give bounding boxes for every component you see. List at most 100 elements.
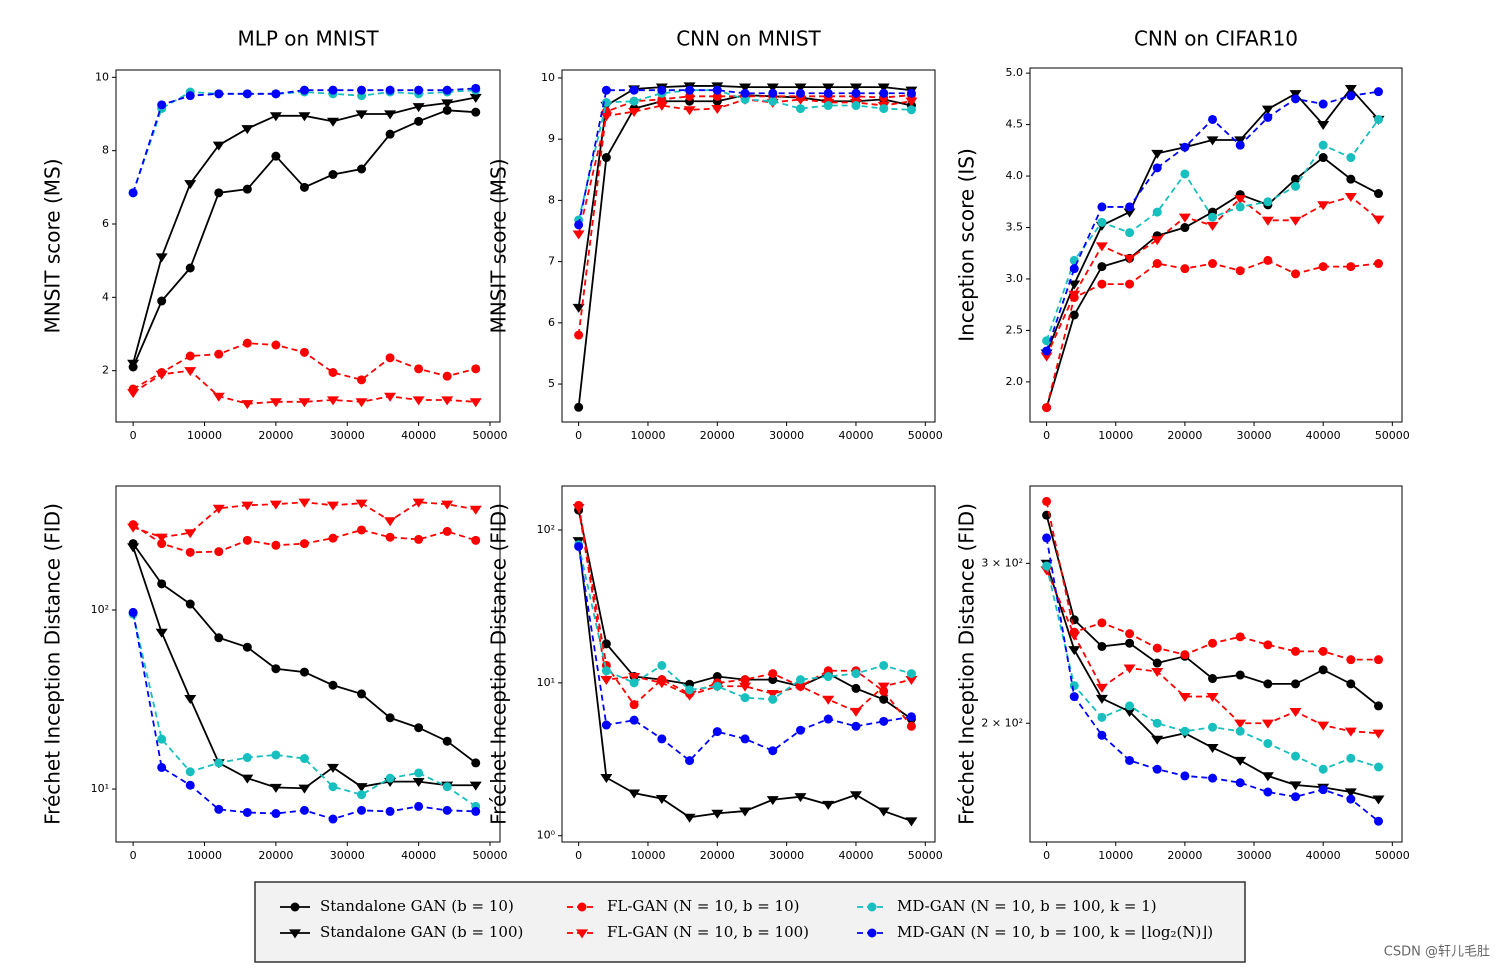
x-tick-label: 50000 xyxy=(1375,429,1410,442)
plot-frame xyxy=(561,485,936,843)
y-tick-label: 10¹ xyxy=(91,782,109,795)
marker xyxy=(214,633,224,643)
x-tick-label: 20000 xyxy=(258,849,293,862)
marker xyxy=(441,396,454,406)
marker xyxy=(1151,149,1164,159)
y-tick-label: 5.0 xyxy=(1006,66,1024,79)
marker xyxy=(879,716,889,726)
marker xyxy=(1180,650,1190,660)
marker xyxy=(1261,216,1274,226)
marker xyxy=(326,396,339,406)
marker xyxy=(1208,773,1218,783)
marker xyxy=(1346,679,1356,689)
y-axis-label: MNSIT score (MS) xyxy=(487,158,511,333)
subplot: MLP on MNIST MNSIT score (MS) 0 10000 20000 3… xyxy=(41,27,508,443)
marker xyxy=(214,188,224,198)
y-tick-label: 4.5 xyxy=(1006,118,1024,131)
marker xyxy=(1317,721,1330,731)
marker xyxy=(214,349,224,359)
marker xyxy=(157,100,167,110)
marker xyxy=(385,532,395,542)
marker xyxy=(1373,87,1383,97)
series-line xyxy=(1045,565,1379,771)
marker xyxy=(357,790,367,800)
marker xyxy=(184,695,197,705)
y-tick-label: 3.0 xyxy=(1006,272,1024,285)
marker xyxy=(328,170,338,179)
marker xyxy=(299,539,309,549)
marker xyxy=(1069,681,1079,691)
marker xyxy=(768,746,778,756)
marker xyxy=(1123,254,1136,264)
plot-frame xyxy=(561,69,936,423)
marker xyxy=(685,685,695,695)
marker xyxy=(906,105,916,115)
marker xyxy=(357,85,367,95)
marker xyxy=(127,543,140,553)
marker xyxy=(849,707,862,717)
marker xyxy=(1263,787,1273,797)
marker xyxy=(157,762,167,772)
marker xyxy=(185,547,195,557)
marker xyxy=(1234,719,1247,729)
marker xyxy=(412,396,425,406)
y-axis-label: Fréchet Inception Distance (FID) xyxy=(487,503,511,825)
marker xyxy=(271,809,281,819)
marker xyxy=(1097,641,1107,651)
marker xyxy=(442,736,452,746)
marker xyxy=(242,753,252,763)
marker xyxy=(271,151,281,161)
marker xyxy=(740,675,750,685)
marker xyxy=(298,498,311,508)
marker xyxy=(849,83,862,93)
y-axis-label: MNSIT score (MS) xyxy=(41,158,65,333)
marker xyxy=(298,398,311,408)
marker xyxy=(1123,208,1136,218)
x-tick-label: 20000 xyxy=(700,429,735,442)
series-line xyxy=(1045,569,1379,735)
marker xyxy=(1097,712,1107,722)
marker xyxy=(1180,771,1190,781)
marker xyxy=(242,642,252,652)
marker xyxy=(794,83,807,93)
marker xyxy=(685,85,695,95)
marker xyxy=(441,500,454,510)
marker xyxy=(600,774,613,784)
marker xyxy=(629,96,639,106)
x-tick-label: 40000 xyxy=(401,429,436,442)
marker xyxy=(1235,670,1245,680)
marker xyxy=(1235,202,1245,212)
y-tick-label: 5 xyxy=(548,377,555,390)
marker xyxy=(851,88,861,98)
x-tick-label: 40000 xyxy=(838,849,873,862)
x-tick-label: 10000 xyxy=(1098,429,1133,442)
marker xyxy=(1291,94,1301,104)
marker xyxy=(384,517,397,527)
marker xyxy=(385,713,395,723)
marker xyxy=(1317,201,1330,211)
marker xyxy=(1208,212,1218,222)
plot-frame xyxy=(115,485,501,843)
marker xyxy=(1125,755,1135,765)
marker xyxy=(1235,778,1245,788)
marker xyxy=(1372,215,1385,225)
subplot-title: MLP on MNIST xyxy=(237,27,379,51)
marker xyxy=(1069,692,1079,702)
y-axis-label: Fréchet Inception Distance (FID) xyxy=(41,503,65,825)
marker xyxy=(1180,169,1190,179)
marker xyxy=(412,778,425,788)
y-tick-label: 8 xyxy=(548,193,555,206)
marker xyxy=(1152,643,1162,653)
marker xyxy=(414,116,424,126)
marker xyxy=(1263,679,1273,689)
marker xyxy=(289,929,301,939)
marker xyxy=(1206,221,1219,231)
marker xyxy=(442,105,452,115)
marker xyxy=(384,392,397,402)
marker xyxy=(128,188,138,198)
marker xyxy=(1372,729,1385,739)
x-tick-label: 50000 xyxy=(908,429,943,442)
marker xyxy=(794,95,807,105)
marker xyxy=(1344,788,1357,798)
